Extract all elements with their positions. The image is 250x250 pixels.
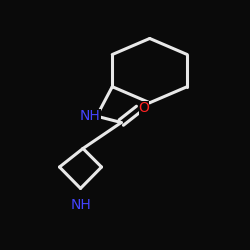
Text: NH: NH (80, 109, 101, 123)
Text: O: O (138, 101, 149, 115)
Text: NH: NH (70, 198, 91, 212)
